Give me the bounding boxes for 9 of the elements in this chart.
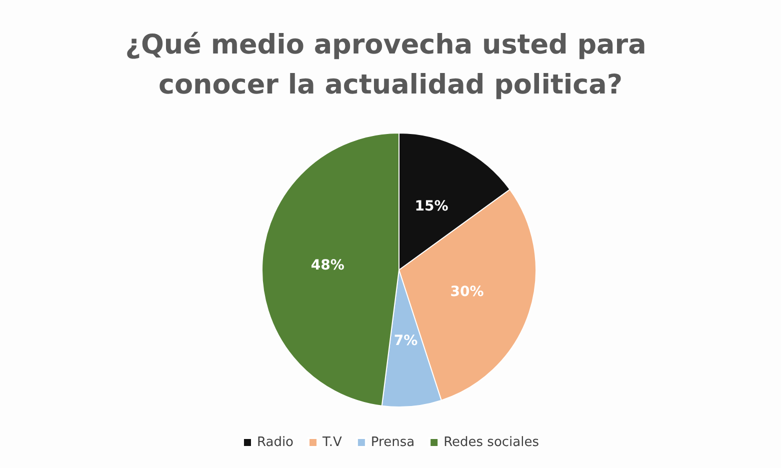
legend-label: Redes sociales (444, 435, 540, 450)
data-label: 7% (394, 333, 418, 350)
chart-title: ¿Qué medio aprovecha usted para conocer la actualidad politica? (125, 30, 656, 100)
data-label: 48% (310, 258, 344, 274)
legend-label: Radio (256, 435, 294, 450)
legend-label: T.V (322, 435, 342, 450)
data-label: 30% (450, 284, 484, 300)
legend-label: Prensa (370, 435, 415, 450)
data-label: 15% (414, 198, 448, 214)
